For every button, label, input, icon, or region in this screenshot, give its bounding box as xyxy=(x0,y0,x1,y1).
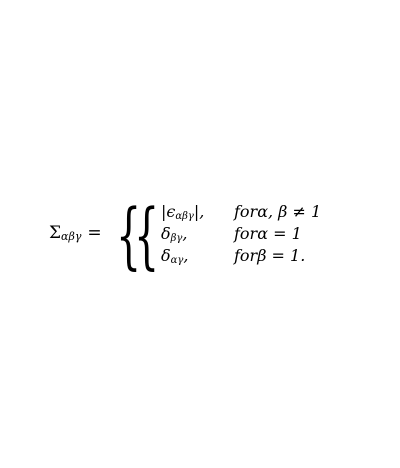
case-condition: forβ = 1. xyxy=(234,246,306,265)
case-expr-tail: , xyxy=(183,246,189,265)
case-expr-main: |ϵ xyxy=(161,202,176,221)
left-brace-inner: { xyxy=(134,193,160,277)
sigma-subscript: αβγ xyxy=(61,230,82,243)
case-expression: δαγ, xyxy=(161,246,189,266)
case-expression: δβγ, xyxy=(161,224,188,244)
case-expr-subscript: αβγ xyxy=(175,211,194,222)
sigma-symbol: Σ xyxy=(49,223,62,243)
case-condition: forα = 1 xyxy=(234,224,302,243)
case-expression: |ϵαβγ|, xyxy=(161,202,205,222)
case-expr-subscript: βγ xyxy=(170,233,183,244)
equation-lhs: Σαβγ = xyxy=(49,223,102,243)
case-expr-subscript: αγ xyxy=(170,255,184,266)
case-expr-main: δ xyxy=(161,246,171,265)
case-expr-tail: , xyxy=(182,224,188,243)
equals-sign: = xyxy=(87,223,102,243)
case-condition: forα, β ≠ 1 xyxy=(234,202,322,221)
case-expr-main: δ xyxy=(161,224,171,243)
left-brace-outer: { xyxy=(116,193,142,277)
case-expr-tail: |, xyxy=(193,202,205,221)
